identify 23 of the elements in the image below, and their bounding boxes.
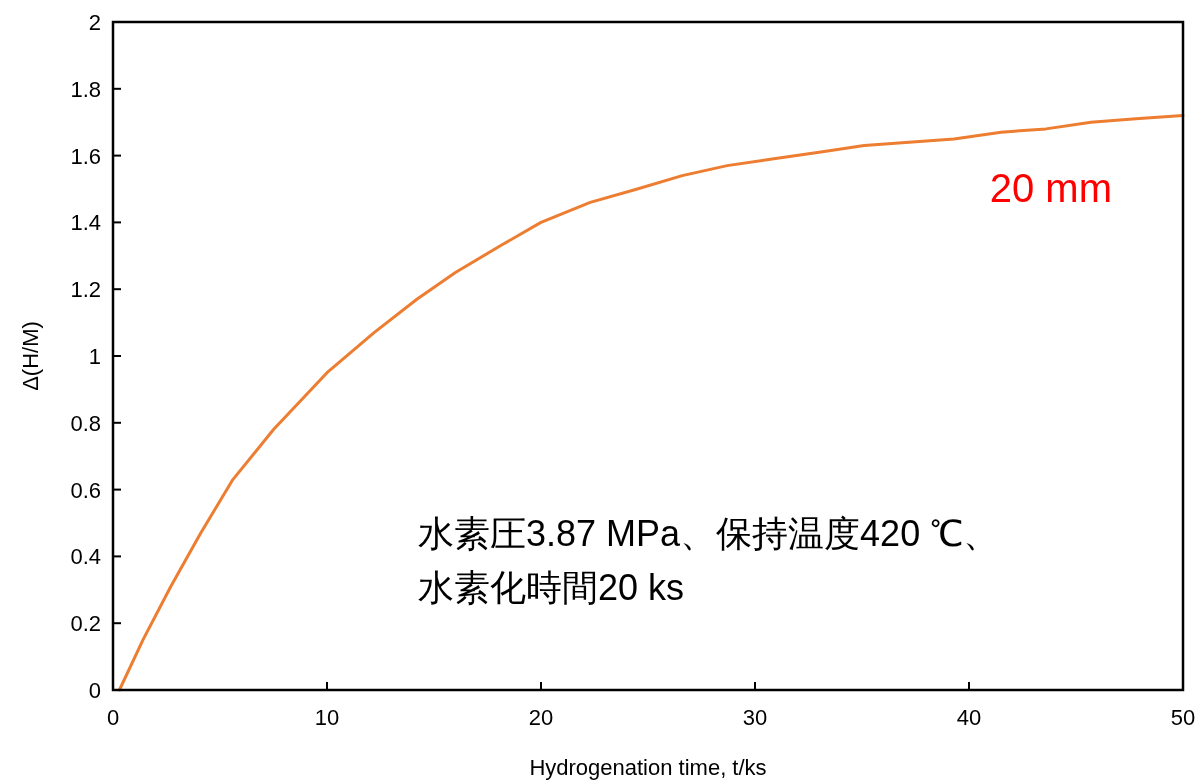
y-tick-label: 0.4 [70, 544, 101, 570]
y-tick-label: 0 [88, 678, 101, 703]
y-tick-label: 2 [88, 10, 101, 35]
line-series [117, 114, 1185, 692]
x-tick-label: 30 [742, 705, 768, 730]
y-tick-label: 1 [88, 344, 101, 369]
x-axis-title: Hydrogenation time, t/ks [529, 755, 767, 780]
y-axis-title: Δ(H/M) [18, 321, 43, 391]
x-tick-label: 20 [528, 705, 554, 730]
y-tick-label: 1.2 [70, 277, 101, 303]
annotation: 水素化時間20 ks [418, 567, 685, 608]
y-tick-label: 0.8 [70, 410, 101, 436]
y-tick-label: 1.6 [70, 143, 101, 169]
annotation: 水素圧3.87 MPa、保持温度420 ℃、 [418, 513, 1000, 554]
x-tick-label: 10 [314, 705, 340, 730]
x-tick-label: 0 [106, 705, 120, 730]
x-tick-label: 40 [956, 705, 982, 730]
y-tick-label: 0.2 [70, 611, 101, 637]
x-tick-label: 50 [1170, 705, 1196, 730]
annotation: 20 mm [989, 166, 1112, 210]
y-tick-label: 0.6 [70, 477, 101, 503]
y-tick-label: 1.4 [70, 210, 101, 236]
y-tick-label: 1.8 [70, 76, 101, 102]
